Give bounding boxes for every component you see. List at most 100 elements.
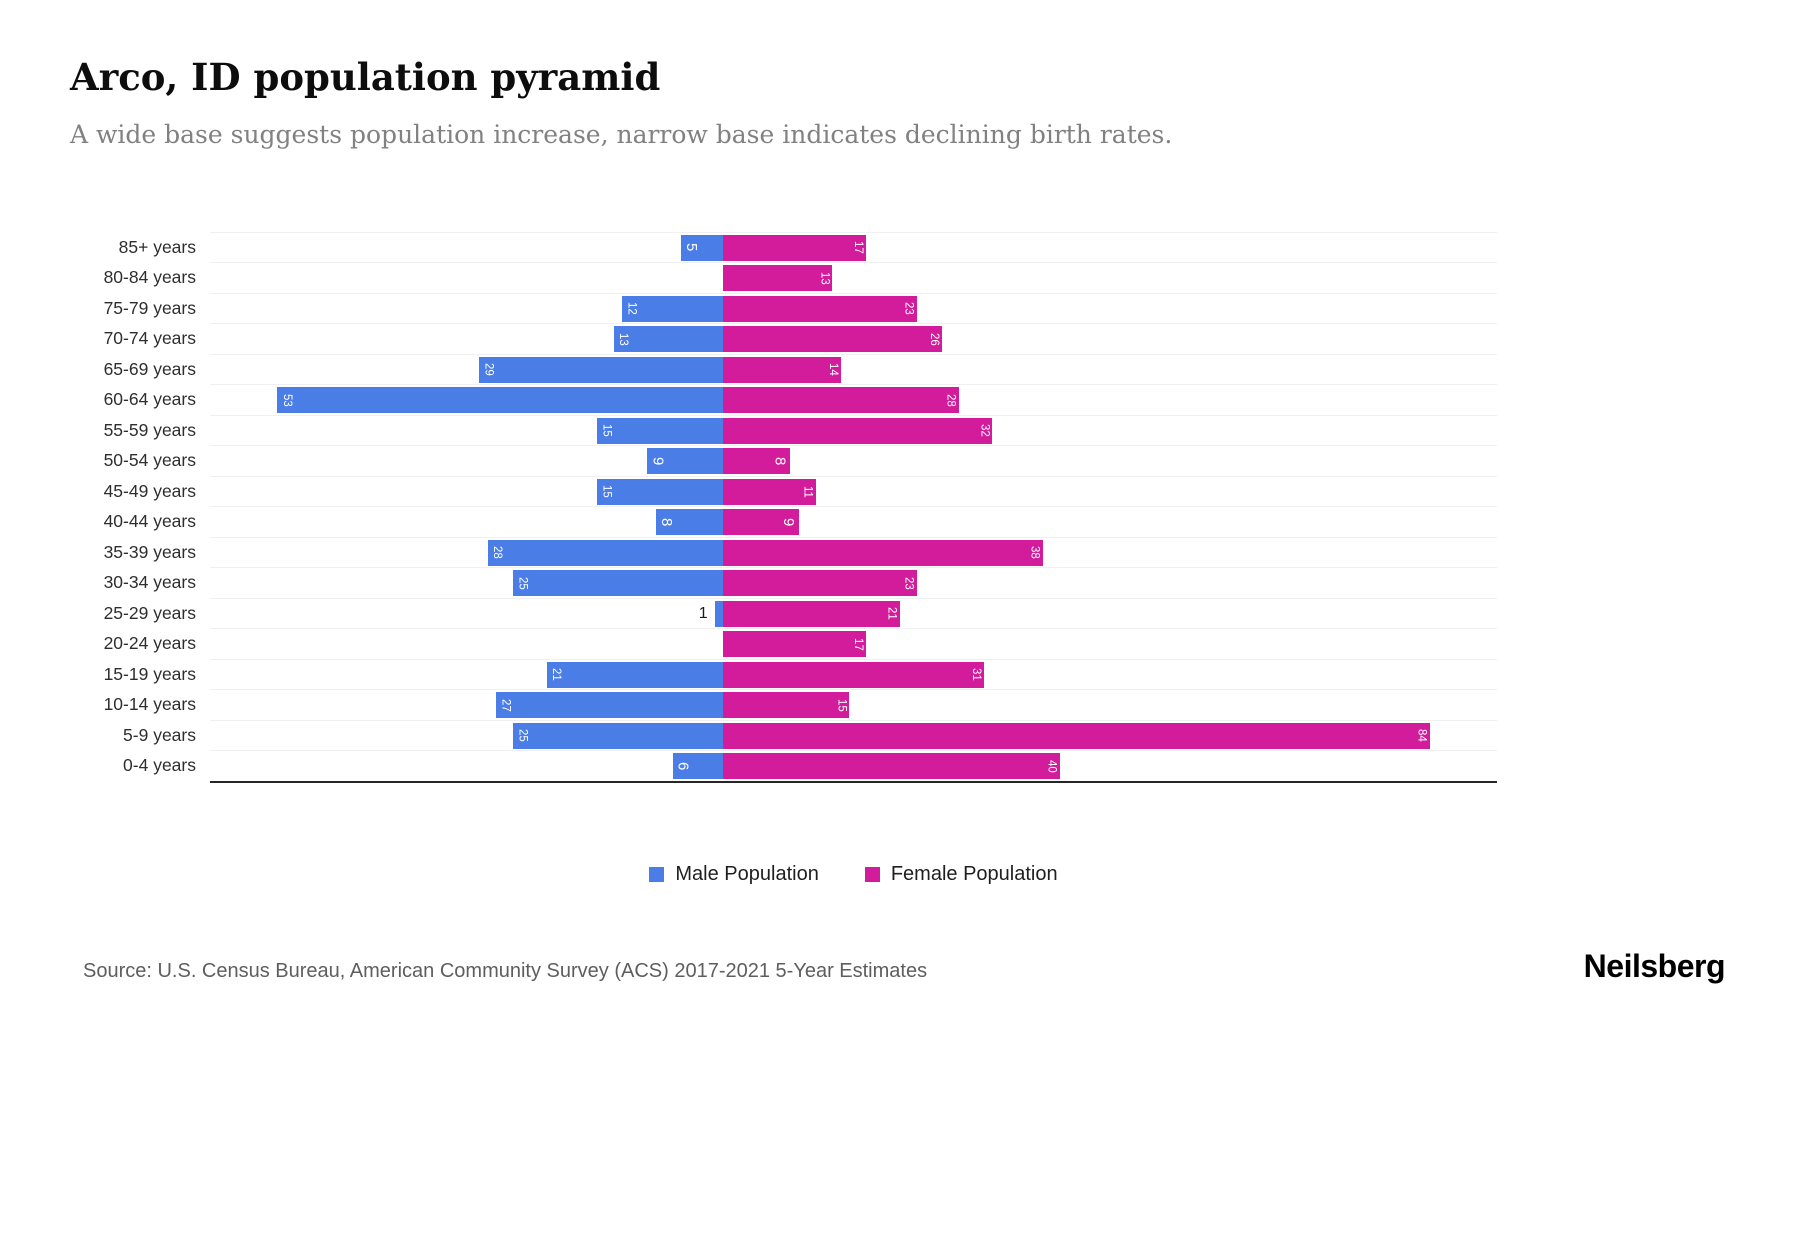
female-population-bar[interactable]: 11 bbox=[723, 478, 816, 505]
chart-footer: Source: U.S. Census Bureau, American Com… bbox=[83, 948, 1726, 985]
bar-value-label: 21 bbox=[885, 607, 898, 621]
bar-value-label: 13 bbox=[818, 271, 831, 285]
pyramid-row: 25-29 years 1 21 bbox=[70, 597, 1800, 629]
female-population-bar[interactable]: 84 bbox=[723, 722, 1430, 749]
pyramid-row: 30-34 years 25 23 bbox=[70, 567, 1800, 598]
male-population-bar[interactable]: 25 bbox=[512, 570, 724, 597]
female-population-bar[interactable]: 8 bbox=[723, 448, 791, 475]
male-population-bar[interactable]: 28 bbox=[487, 539, 724, 566]
bar-value-label: 53 bbox=[280, 393, 293, 407]
population-pyramid-chart: 85+ years 5 17 80-84 years 13 75-79 years 12 23… bbox=[70, 231, 1800, 783]
female-legend-swatch bbox=[864, 866, 880, 882]
female-population-bar[interactable]: 40 bbox=[723, 753, 1060, 780]
pyramid-row: 40-44 years 8 9 bbox=[70, 506, 1800, 537]
row-plot: 15 11 bbox=[210, 475, 1497, 507]
bar-value-label: 9 bbox=[779, 517, 797, 527]
bar-value-label: 13 bbox=[617, 332, 630, 346]
male-population-bar[interactable]: 21 bbox=[546, 661, 724, 688]
x-axis bbox=[210, 780, 1497, 783]
bar-value-label: 40 bbox=[1045, 759, 1058, 773]
male-population-bar[interactable]: 15 bbox=[596, 417, 724, 444]
pyramid-row: 35-39 years 28 38 bbox=[70, 536, 1800, 568]
female-population-bar[interactable]: 13 bbox=[723, 265, 833, 292]
male-population-bar[interactable]: 12 bbox=[622, 295, 724, 322]
legend-item-male[interactable]: Male Population bbox=[649, 863, 819, 886]
y-axis-label: 20-24 years bbox=[103, 633, 196, 654]
y-axis-label: 0-4 years bbox=[123, 755, 196, 776]
female-population-bar[interactable]: 23 bbox=[723, 570, 917, 597]
y-axis-label: 15-19 years bbox=[103, 663, 196, 684]
male-population-bar[interactable]: 8 bbox=[655, 509, 724, 536]
bar-value-label: 5 bbox=[683, 243, 701, 252]
y-axis-label: 30-34 years bbox=[103, 572, 196, 593]
female-population-bar[interactable]: 26 bbox=[723, 326, 942, 353]
row-plot: 27 15 bbox=[210, 689, 1497, 720]
pyramid-row: 80-84 years 13 bbox=[70, 262, 1800, 293]
bar-value-label: 15 bbox=[600, 485, 613, 499]
row-plot: 53 28 bbox=[210, 384, 1497, 415]
bar-value-label: 25 bbox=[516, 729, 529, 743]
female-population-bar[interactable]: 9 bbox=[723, 509, 799, 536]
row-plot: 15 32 bbox=[210, 414, 1497, 446]
bar-value-label: 1 bbox=[698, 604, 708, 622]
pyramid-row: 10-14 years 27 15 bbox=[70, 689, 1800, 720]
female-population-bar[interactable]: 17 bbox=[723, 631, 867, 658]
y-axis-label: 75-79 years bbox=[103, 297, 196, 318]
y-axis-label: 60-64 years bbox=[103, 389, 196, 410]
male-population-bar[interactable]: 25 bbox=[512, 722, 724, 749]
row-plot: 13 bbox=[210, 262, 1497, 293]
bar-value-label: 23 bbox=[902, 302, 915, 316]
y-axis-label: 50-54 years bbox=[103, 450, 196, 471]
male-population-bar[interactable]: 9 bbox=[647, 448, 724, 475]
bar-value-label: 26 bbox=[927, 332, 940, 346]
pyramid-row: 65-69 years 29 14 bbox=[70, 353, 1800, 385]
female-population-bar[interactable]: 21 bbox=[723, 600, 900, 627]
row-plot: 13 26 bbox=[210, 323, 1497, 354]
y-axis-label: 40-44 years bbox=[103, 511, 196, 532]
row-plot: 12 23 bbox=[210, 292, 1497, 324]
y-axis-label: 80-84 years bbox=[103, 267, 196, 288]
bar-value-label: 25 bbox=[516, 576, 529, 590]
bar-value-label: 6 bbox=[674, 761, 692, 771]
bar-value-label: 28 bbox=[944, 393, 957, 407]
page-title: Arco, ID population pyramid bbox=[70, 55, 661, 99]
female-population-bar[interactable]: 23 bbox=[723, 295, 917, 322]
bar-value-label: 17 bbox=[852, 637, 865, 651]
pyramid-row: 70-74 years 13 26 bbox=[70, 323, 1800, 354]
y-axis-label: 55-59 years bbox=[103, 419, 196, 440]
female-population-bar[interactable]: 14 bbox=[723, 356, 841, 383]
female-population-bar[interactable]: 17 bbox=[723, 234, 867, 261]
female-population-bar[interactable]: 31 bbox=[723, 661, 984, 688]
pyramid-row: 20-24 years 17 bbox=[70, 628, 1800, 659]
legend-item-female[interactable]: Female Population bbox=[864, 863, 1058, 886]
female-population-bar[interactable]: 32 bbox=[723, 417, 993, 444]
male-population-bar[interactable]: 6 bbox=[672, 753, 724, 780]
male-population-bar[interactable]: 13 bbox=[613, 326, 724, 353]
pyramid-row: 75-79 years 12 23 bbox=[70, 292, 1800, 324]
female-population-bar[interactable]: 38 bbox=[723, 539, 1043, 566]
bar-value-label: 15 bbox=[835, 698, 848, 712]
male-population-bar[interactable]: 15 bbox=[596, 478, 724, 505]
bar-value-label: 12 bbox=[625, 302, 638, 316]
male-population-bar[interactable]: 5 bbox=[681, 234, 724, 261]
pyramid-row: 55-59 years 15 32 bbox=[70, 414, 1800, 446]
pyramid-row: 0-4 years 6 40 bbox=[70, 750, 1800, 781]
male-population-bar[interactable]: 53 bbox=[277, 387, 724, 414]
pyramid-rows: 85+ years 5 17 80-84 years 13 75-79 years 12 23… bbox=[70, 231, 1800, 783]
page-subtitle: A wide base suggests population increase… bbox=[70, 120, 1173, 150]
y-axis-label: 45-49 years bbox=[103, 480, 196, 501]
bar-value-label: 28 bbox=[491, 546, 504, 560]
bar-value-label: 32 bbox=[978, 424, 991, 438]
row-plot: 6 40 bbox=[210, 750, 1497, 781]
male-population-bar[interactable] bbox=[714, 600, 724, 627]
y-axis-label: 25-29 years bbox=[103, 602, 196, 623]
male-legend-swatch bbox=[649, 866, 665, 882]
y-axis-label: 10-14 years bbox=[103, 694, 196, 715]
row-plot: 21 31 bbox=[210, 658, 1497, 690]
female-population-bar[interactable]: 15 bbox=[723, 692, 850, 719]
male-population-bar[interactable]: 29 bbox=[479, 356, 724, 383]
male-population-bar[interactable]: 27 bbox=[496, 692, 724, 719]
bar-value-label: 29 bbox=[482, 363, 495, 377]
female-population-bar[interactable]: 28 bbox=[723, 387, 959, 414]
